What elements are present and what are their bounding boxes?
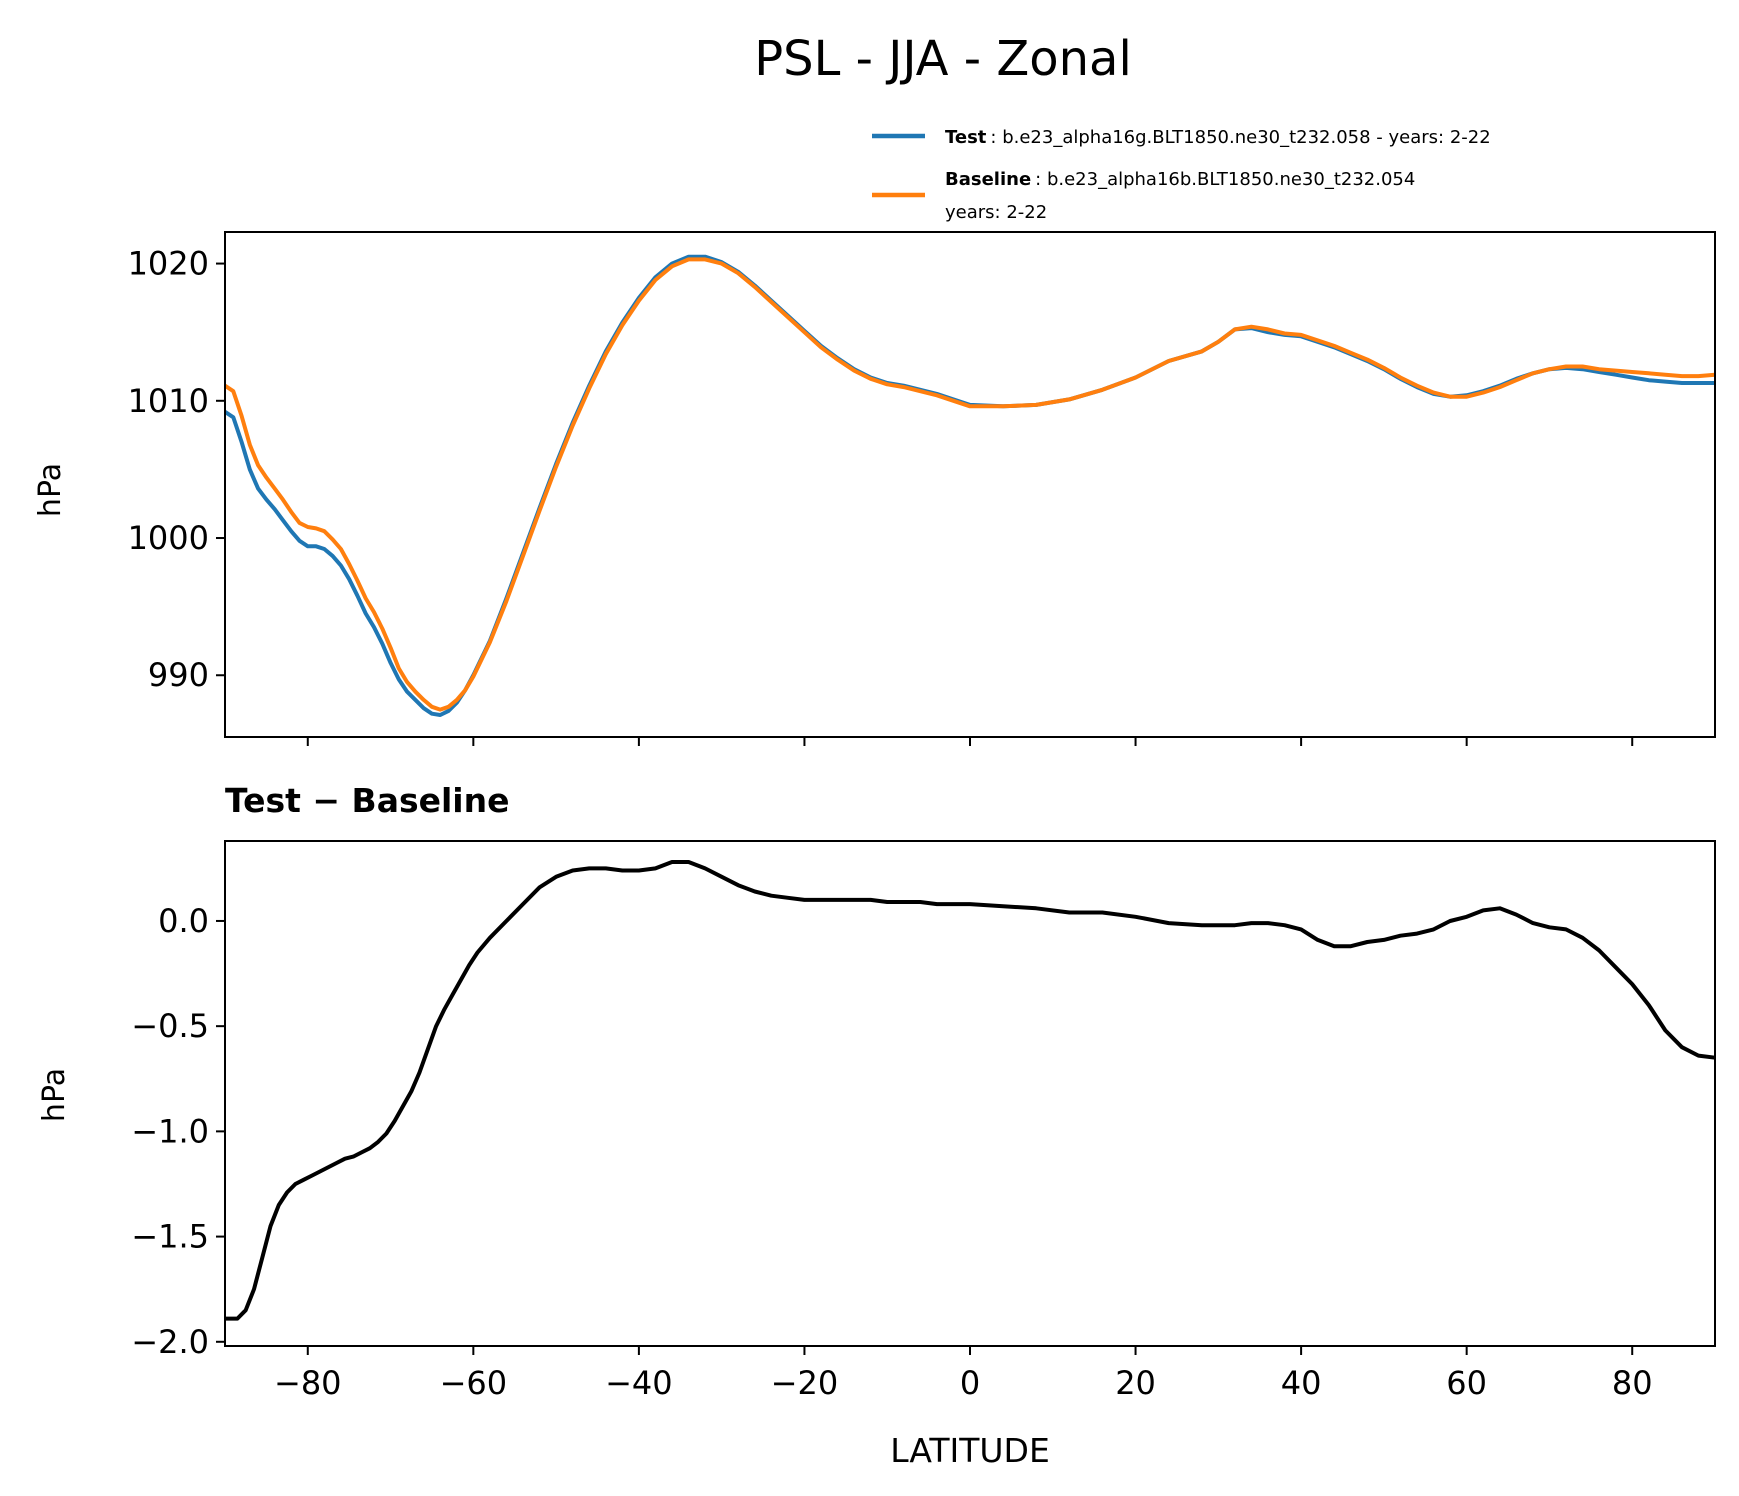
top-y-ticks: 990 1000 1010 1020 (128, 245, 225, 694)
bottom-x-tick-label: 80 (1612, 1364, 1653, 1402)
bottom-y-tick-label: −1.0 (131, 1112, 209, 1150)
bottom-y-axis-label: hPa (37, 1068, 72, 1122)
top-y-tick-label: 1010 (128, 382, 209, 420)
difference-series-line (225, 860, 1716, 1321)
bottom-y-tick-label: −2.0 (131, 1323, 209, 1361)
bottom-y-tick-label: −1.5 (131, 1218, 209, 1256)
panel-difference: Test − Baseline −2.0−1.5−1.0−0.50.0 −80−… (37, 781, 1716, 1470)
bottom-axes-frame (224, 840, 1716, 1347)
bottom-x-tick-label: 40 (1281, 1364, 1322, 1402)
legend-baseline-entry: Baseline: b.e23_alpha16b.BLT1850.ne30_t2… (945, 169, 1415, 190)
legend-test-text: : b.e23_alpha16g.BLT1850.ne30_t232.058 -… (990, 127, 1490, 148)
bottom-series-lines (225, 860, 1716, 1321)
x-axis-label: LATITUDE (890, 1431, 1050, 1470)
bottom-y-tick-label: −0.5 (131, 1007, 209, 1045)
legend: Test: b.e23_alpha16g.BLT1850.ne30_t232.0… (872, 127, 1491, 223)
bottom-x-tick-label: 60 (1446, 1364, 1487, 1402)
legend-baseline-label: Baseline (945, 169, 1031, 190)
bottom-x-tick-label: 20 (1115, 1364, 1156, 1402)
legend-baseline-text: : b.e23_alpha16b.BLT1850.ne30_t232.054 (1035, 169, 1415, 190)
bottom-x-tick-label: 0 (960, 1364, 980, 1402)
top-series-lines (223, 254, 1716, 717)
bottom-x-ticks: −80 −60 −40 −20 0 20 40 60 80 (274, 1346, 1653, 1402)
bottom-x-tick-label: −80 (274, 1364, 342, 1402)
bottom-x-tick-label: −60 (440, 1364, 508, 1402)
legend-baseline-text2: years: 2-22 (945, 202, 1047, 223)
top-y-tick-label: 990 (148, 656, 209, 694)
bottom-y-tick-label: 0.0 (158, 902, 209, 940)
bottom-panel-title: Test − Baseline (225, 781, 510, 820)
bottom-x-tick-label: −20 (771, 1364, 839, 1402)
top-y-axis-label: hPa (33, 463, 68, 517)
top-x-ticks (306, 737, 1634, 746)
top-y-tick-label: 1000 (128, 519, 209, 557)
legend-test-entry: Test: b.e23_alpha16g.BLT1850.ne30_t232.0… (945, 127, 1491, 148)
top-axes-frame (224, 231, 1716, 738)
test-series-line (223, 254, 1715, 717)
chart-title: PSL - JJA - Zonal (754, 31, 1132, 87)
baseline-series-line (223, 257, 1716, 712)
top-y-tick-label: 1020 (128, 245, 209, 283)
bottom-x-tick-label: −40 (605, 1364, 673, 1402)
legend-test-label: Test (945, 127, 987, 148)
panel-absolute-psl: 990 1000 1010 1020 hPa (33, 231, 1716, 746)
bottom-y-ticks: −2.0 −1.5 −1.0 −0.5 0.0 (131, 902, 225, 1361)
